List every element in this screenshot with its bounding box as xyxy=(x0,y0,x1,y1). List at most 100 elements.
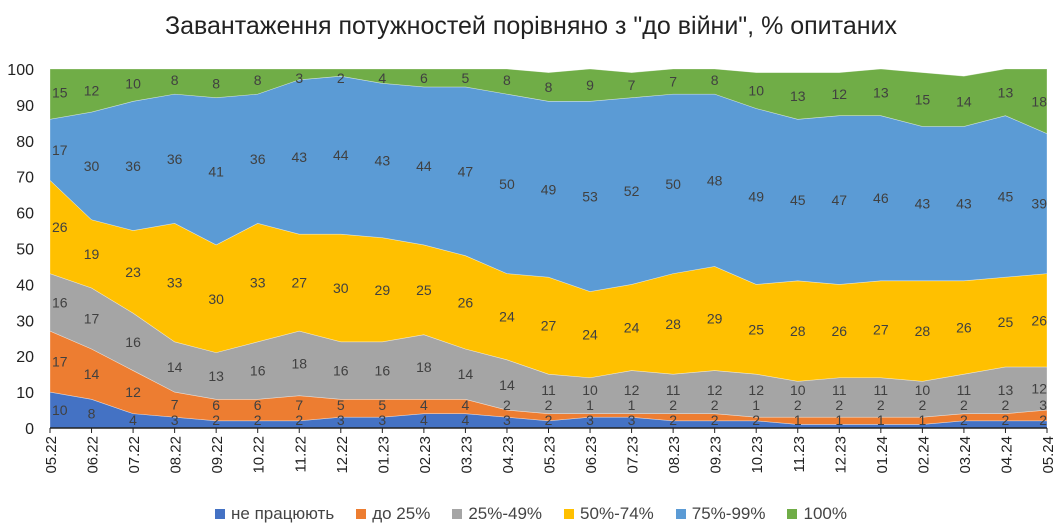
data-label: 2 xyxy=(1002,397,1010,413)
data-label: 50 xyxy=(665,176,681,192)
legend-item: до 25% xyxy=(356,504,430,524)
y-tick-label: 0 xyxy=(25,421,34,438)
data-label: 27 xyxy=(873,321,889,337)
y-tick-label: 40 xyxy=(16,277,34,294)
x-tick-label: 11.23 xyxy=(791,436,808,472)
data-label: 33 xyxy=(167,275,183,291)
data-label: 18 xyxy=(416,359,432,375)
x-tick-label: 10.22 xyxy=(251,436,268,474)
data-label: 17 xyxy=(52,142,68,158)
data-label: 50 xyxy=(499,176,515,192)
data-label: 16 xyxy=(125,334,141,350)
data-label: 26 xyxy=(458,294,474,310)
data-label: 2 xyxy=(503,397,511,413)
x-tick-label: 03.23 xyxy=(458,436,475,474)
data-label: 2 xyxy=(669,412,677,428)
data-label: 2 xyxy=(545,397,553,413)
data-label: 43 xyxy=(375,153,391,169)
data-label: 5 xyxy=(337,397,345,413)
legend-swatch xyxy=(787,509,798,519)
data-label: 49 xyxy=(748,188,764,204)
data-label: 18 xyxy=(1031,93,1047,109)
x-tick-label: 07.23 xyxy=(625,436,642,474)
data-label: 2 xyxy=(960,397,968,413)
data-label: 24 xyxy=(624,319,640,335)
data-label: 1 xyxy=(918,412,926,428)
data-label: 7 xyxy=(669,74,677,90)
x-tick-label: 07.22 xyxy=(126,436,143,474)
data-label: 3 xyxy=(337,412,345,428)
data-label: 16 xyxy=(250,363,266,379)
data-label: 3 xyxy=(295,70,303,86)
y-tick-label: 20 xyxy=(16,349,34,366)
data-label: 25 xyxy=(416,282,432,298)
y-tick-label: 80 xyxy=(16,134,34,151)
data-label: 1 xyxy=(794,412,802,428)
data-label: 2 xyxy=(212,412,220,428)
legend-swatch xyxy=(356,509,367,519)
data-label: 8 xyxy=(503,72,511,88)
data-label: 3 xyxy=(586,412,594,428)
y-tick-label: 10 xyxy=(16,385,34,402)
data-label: 4 xyxy=(420,412,428,428)
data-label: 23 xyxy=(125,264,141,280)
data-label: 26 xyxy=(1031,312,1047,328)
legend-label: 100% xyxy=(803,504,847,523)
data-label: 12 xyxy=(832,86,848,102)
data-label: 45 xyxy=(998,188,1014,204)
data-label: 13 xyxy=(998,84,1014,100)
data-label: 26 xyxy=(832,323,848,339)
data-label: 30 xyxy=(333,280,349,296)
data-label: 10 xyxy=(790,382,806,398)
data-label: 13 xyxy=(998,382,1014,398)
data-label: 8 xyxy=(171,72,179,88)
data-label: 2 xyxy=(752,412,760,428)
data-label: 47 xyxy=(832,192,848,208)
data-label: 12 xyxy=(125,384,141,400)
data-label: 10 xyxy=(915,382,931,398)
data-label: 26 xyxy=(956,319,972,335)
data-label: 17 xyxy=(84,311,100,327)
data-label: 11 xyxy=(666,382,681,398)
y-tick-label: 90 xyxy=(16,98,34,115)
data-label: 27 xyxy=(291,275,307,291)
data-label: 1 xyxy=(586,397,594,413)
data-label: 45 xyxy=(790,192,806,208)
data-label: 2 xyxy=(711,397,719,413)
data-label: 39 xyxy=(1031,196,1047,212)
x-tick-label: 09.22 xyxy=(209,436,226,474)
data-label: 12 xyxy=(1031,381,1047,397)
data-label: 13 xyxy=(208,368,224,384)
data-label: 14 xyxy=(167,359,183,375)
x-tick-label: 02.24 xyxy=(915,436,932,474)
data-label: 17 xyxy=(52,354,68,370)
data-label: 6 xyxy=(212,397,220,413)
data-label: 1 xyxy=(835,412,843,428)
data-label: 12 xyxy=(748,382,764,398)
data-label: 41 xyxy=(208,163,224,179)
data-label: 36 xyxy=(125,158,141,174)
data-label: 25 xyxy=(998,314,1014,330)
legend-label: до 25% xyxy=(372,504,431,523)
data-label: 2 xyxy=(711,412,719,428)
data-label: 12 xyxy=(84,83,100,99)
data-label: 2 xyxy=(669,397,677,413)
data-label: 6 xyxy=(420,70,428,86)
data-label: 46 xyxy=(873,190,889,206)
data-label: 47 xyxy=(458,163,474,179)
data-label: 43 xyxy=(291,149,307,165)
data-label: 24 xyxy=(499,309,515,325)
data-label: 3 xyxy=(1039,397,1047,413)
data-label: 8 xyxy=(212,75,220,91)
x-tick-label: 03.24 xyxy=(957,436,974,474)
x-tick-label: 04.24 xyxy=(998,436,1015,474)
data-label: 43 xyxy=(956,196,972,212)
data-label: 30 xyxy=(84,158,100,174)
data-label: 11 xyxy=(874,382,889,398)
legend-label: 75%-99% xyxy=(691,504,766,523)
legend-label: 50%-74% xyxy=(580,504,654,523)
data-label: 10 xyxy=(52,402,68,418)
data-label: 1 xyxy=(752,397,760,413)
x-tick-label: 05.24 xyxy=(1040,436,1057,474)
